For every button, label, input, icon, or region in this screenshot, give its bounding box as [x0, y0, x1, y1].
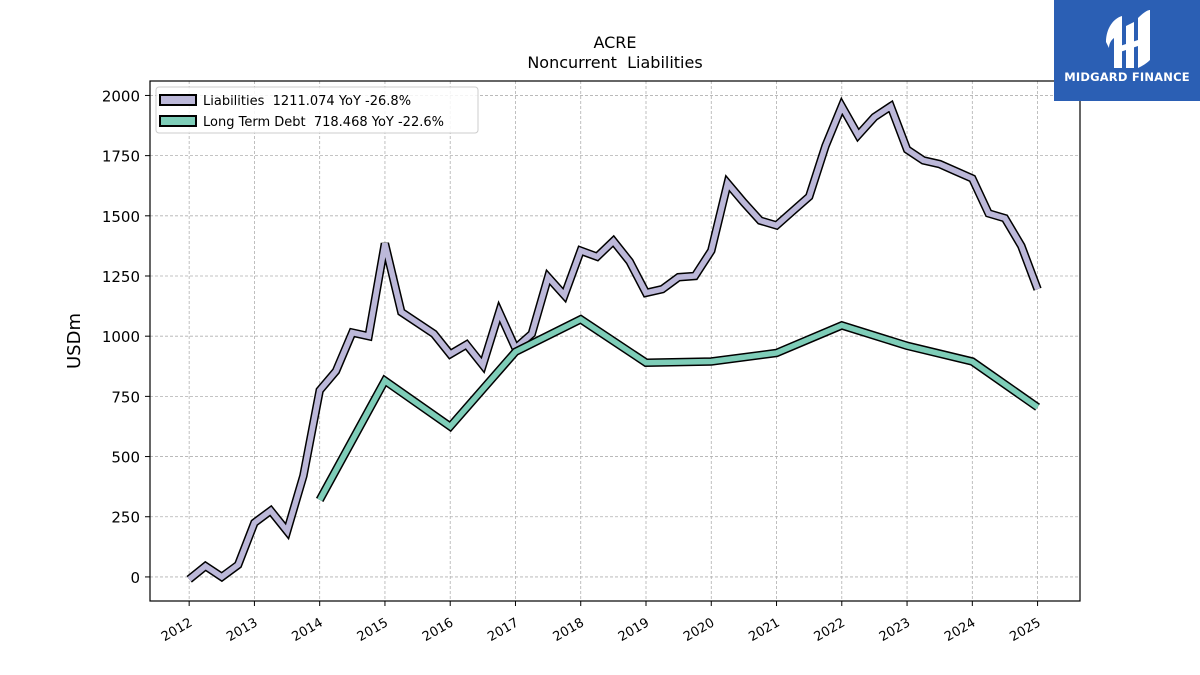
plot-frame: [149, 80, 1081, 602]
series-liabilities: [186, 96, 1042, 583]
legend-box: [155, 86, 479, 134]
x-tick-label: 2019: [616, 615, 652, 645]
y-tick-label: 1500: [102, 208, 140, 226]
y-tick-label: 250: [111, 509, 140, 527]
y-tick-label: 1750: [102, 148, 140, 166]
logo: MIDGARD FINANCE: [1054, 0, 1200, 101]
legend-label: Long Term Debt 718.468 YoY -22.6%: [203, 115, 444, 130]
logo-text: MIDGARD FINANCE: [1064, 70, 1190, 84]
y-axis-label: USDm: [64, 313, 85, 369]
x-tick-label: 2012: [159, 615, 195, 645]
x-axis: 2012 2013 2014 2015 2016 2017 2018 2019 2020 2021…: [159, 601, 1044, 645]
chart-subtitle: Noncurrent Liabilities: [527, 53, 702, 72]
x-tick-label: 2017: [485, 615, 521, 645]
y-tick-label: 2000: [102, 87, 140, 105]
series-line: [317, 316, 1040, 502]
x-tick-label: 2022: [812, 615, 848, 645]
y-tick-label: 0: [130, 569, 140, 587]
legend-swatch: [159, 115, 197, 127]
x-tick-label: 2013: [224, 615, 260, 645]
series-long-term-debt: [315, 314, 1041, 502]
x-tick-label: 2025: [1007, 615, 1043, 645]
legend: Liabilities 1211.074 YoY -26.8% Long Term…: [155, 86, 479, 134]
y-tick-label: 750: [111, 388, 140, 406]
x-tick-label: 2015: [355, 615, 391, 645]
x-tick-label: 2018: [551, 615, 587, 645]
y-tick-label: 1250: [102, 268, 140, 286]
legend-label: Liabilities 1211.074 YoY -26.8%: [203, 94, 411, 109]
x-tick-label: 2021: [746, 615, 782, 645]
legend-swatch: [159, 94, 197, 106]
y-axis: 0 250 500 750 1000 1250 1500 1750 2000: [102, 87, 150, 587]
y-tick-label: 500: [111, 449, 140, 467]
logo-mark-icon: [1106, 10, 1150, 68]
series-layer: [186, 96, 1042, 583]
x-tick-label: 2024: [942, 615, 978, 645]
x-tick-label: 2023: [877, 615, 913, 645]
y-tick-label: 1000: [102, 328, 140, 346]
x-tick-label: 2020: [681, 615, 717, 645]
series-line: [187, 100, 1041, 582]
x-tick-label: 2016: [420, 615, 456, 645]
chart-title: ACRE: [593, 33, 636, 52]
x-tick-label: 2014: [290, 615, 326, 645]
